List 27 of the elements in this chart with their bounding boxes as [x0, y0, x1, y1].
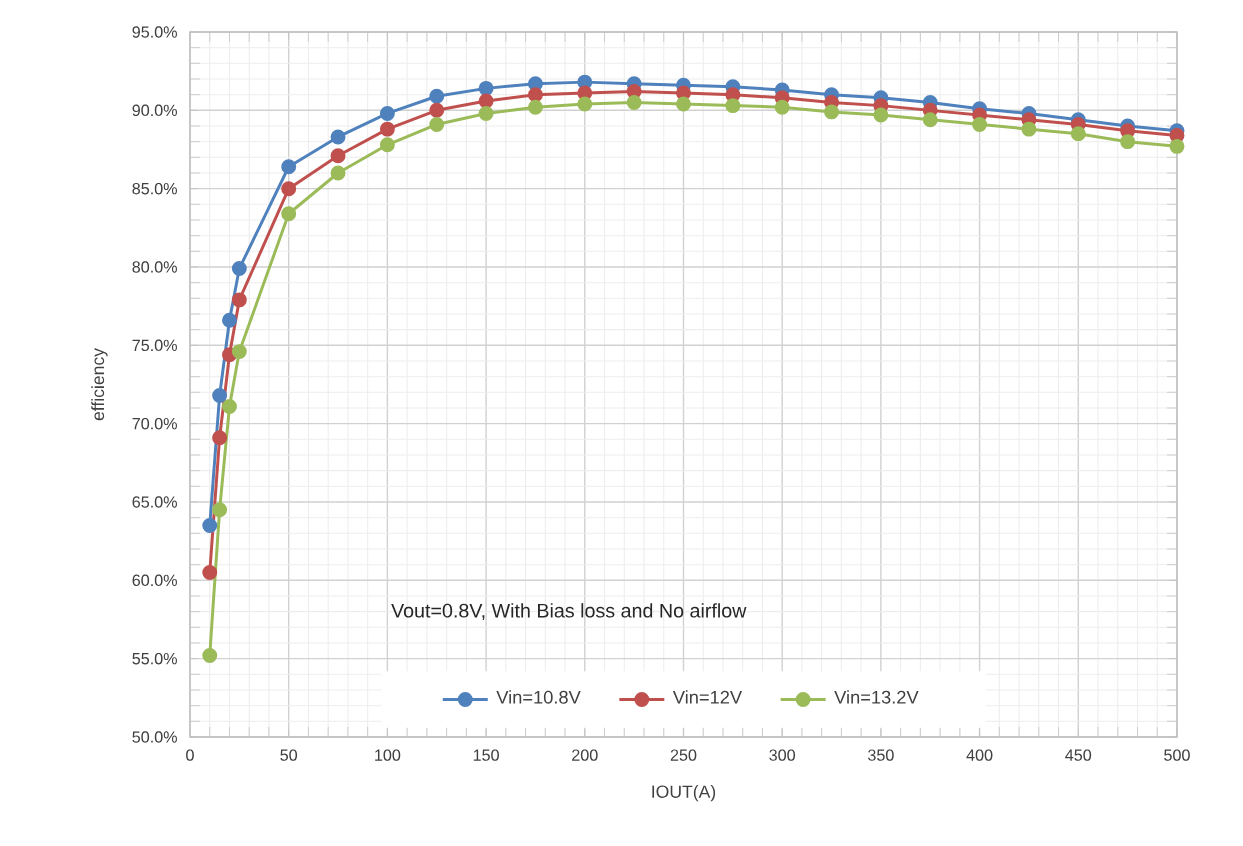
- legend-label: Vin=12V: [672, 690, 743, 704]
- annotation: Vout=0.8V, With Bias loss and No airflow: [391, 603, 747, 620]
- x-tick-label: 450: [1065, 749, 1092, 761]
- y-tick-label: 65.0%: [132, 496, 177, 508]
- y-tick-label: 95.0%: [132, 26, 177, 38]
- legend-label: Vin=10.8V: [496, 690, 581, 704]
- y-tick-label: 55.0%: [132, 652, 177, 665]
- y-tick-label: 70.0%: [132, 417, 177, 430]
- legend-label: Vin=13.2V: [834, 690, 919, 704]
- y-tick-label: 80.0%: [132, 261, 177, 273]
- x-tick-label: 350: [868, 749, 894, 761]
- x-tick-label: 0: [186, 749, 194, 761]
- x-tick-label: 300: [769, 749, 796, 761]
- x-axis-title: IOUT(A): [652, 784, 716, 802]
- y-axis-title: efficiency: [91, 348, 108, 421]
- x-tick-label: 150: [473, 749, 499, 761]
- y-tick-label: 90.0%: [132, 104, 177, 117]
- x-tick-label: 250: [670, 749, 697, 761]
- x-tick-label: 400: [966, 749, 993, 761]
- x-tick-label: 50: [280, 749, 298, 761]
- y-tick-label: 50.0%: [132, 731, 177, 743]
- y-tick-label: 60.0%: [132, 574, 177, 587]
- y-tick-label: 75.0%: [132, 339, 177, 352]
- x-tick-label: 200: [572, 749, 598, 761]
- x-tick-label: 500: [1164, 749, 1190, 761]
- x-tick-label: 100: [375, 749, 401, 761]
- y-tick-label: 85.0%: [132, 182, 177, 195]
